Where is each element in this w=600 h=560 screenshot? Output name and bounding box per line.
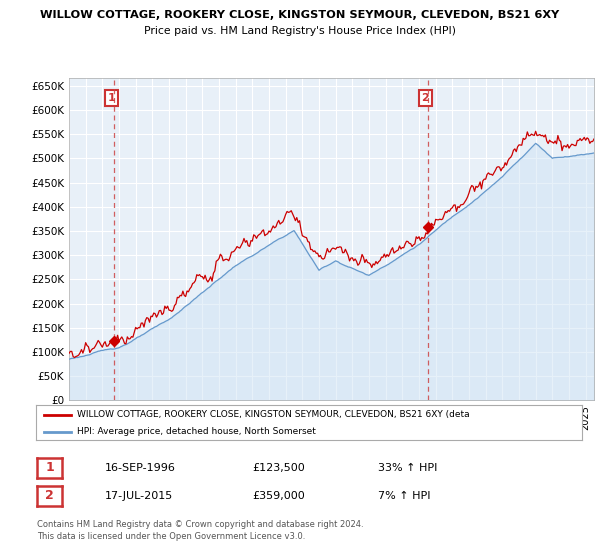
Text: WILLOW COTTAGE, ROOKERY CLOSE, KINGSTON SEYMOUR, CLEVEDON, BS21 6XY: WILLOW COTTAGE, ROOKERY CLOSE, KINGSTON …: [40, 10, 560, 20]
Text: Price paid vs. HM Land Registry's House Price Index (HPI): Price paid vs. HM Land Registry's House …: [144, 26, 456, 36]
Text: 2: 2: [46, 489, 54, 502]
Text: 1: 1: [46, 461, 54, 474]
Text: £359,000: £359,000: [252, 491, 305, 501]
Text: HPI: Average price, detached house, North Somerset: HPI: Average price, detached house, Nort…: [77, 427, 316, 436]
Text: 17-JUL-2015: 17-JUL-2015: [105, 491, 173, 501]
Text: 1: 1: [108, 93, 116, 103]
Text: WILLOW COTTAGE, ROOKERY CLOSE, KINGSTON SEYMOUR, CLEVEDON, BS21 6XY (deta: WILLOW COTTAGE, ROOKERY CLOSE, KINGSTON …: [77, 410, 470, 419]
Text: 2: 2: [422, 93, 430, 103]
Text: 33% ↑ HPI: 33% ↑ HPI: [378, 463, 437, 473]
Text: 16-SEP-1996: 16-SEP-1996: [105, 463, 176, 473]
Text: Contains HM Land Registry data © Crown copyright and database right 2024.
This d: Contains HM Land Registry data © Crown c…: [37, 520, 364, 541]
Text: £123,500: £123,500: [252, 463, 305, 473]
Text: 7% ↑ HPI: 7% ↑ HPI: [378, 491, 431, 501]
